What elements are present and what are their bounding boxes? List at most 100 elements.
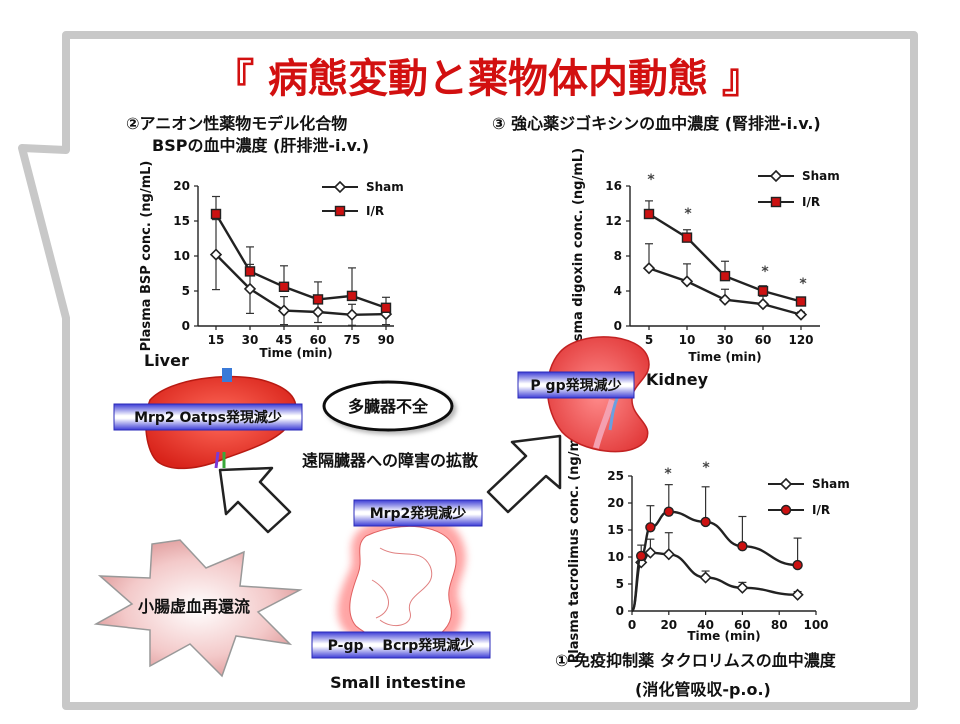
kidney-label: Kidney [646,370,709,389]
intestine-illustration [337,514,466,651]
x-axis-label: Time (min) [687,629,760,643]
y-tick-label: 16 [605,179,622,193]
y-tick-label: 20 [607,496,624,510]
x-axis-label: Time (min) [259,346,332,360]
significance-star: * [664,466,672,482]
intestine-bottom-transporter-band: P-gp 、Bcrp発現減少 [311,631,491,659]
x-tick-label: 60 [310,333,327,347]
spread-text: 遠隔臓器への障害の拡散 [302,451,479,470]
series-line-ir [214,213,387,309]
x-tick-label: 100 [803,618,828,632]
x-tick-label: 40 [697,618,714,632]
data-point [642,262,656,275]
y-tick-label: 12 [605,214,622,228]
y-tick-label: 25 [607,469,624,483]
data-point [719,270,731,282]
legend-label: I/R [366,204,384,218]
intestine-label: Small intestine [330,673,466,692]
legend-marker [779,477,793,491]
data-point [645,522,656,533]
ischemia-text: 小腸虚血再還流 [138,597,250,616]
data-point [736,581,749,594]
page-title: 『 病態変動と薬物体内動態 』 [214,56,762,102]
x-tick-label: 20 [660,618,677,632]
legend-label: Sham [812,477,850,491]
data-point [277,304,291,317]
x-tick-label: 5 [645,333,653,347]
ischemia-burst [93,539,303,678]
x-tick-label: 45 [276,333,293,347]
data-point [757,285,769,297]
tacrolimus-chart: 0 5 10 15 20 25 0 20 40 60 80 100 Time (min) Plasma t… [567,424,850,663]
data-point [681,232,693,243]
data-point [795,296,807,307]
data-point [643,208,655,220]
data-point [663,506,674,517]
data-point [345,308,359,321]
panel2-heading-line2: BSPの血中濃度 (肝排泄-i.v.) [152,136,369,155]
multi-organ-failure-badge [322,380,454,432]
x-tick-label: 75 [344,333,361,347]
kidney-transporter-band: P gp発現減少 [517,371,635,399]
significance-star: * [799,276,807,292]
x-tick-label: 120 [788,333,813,347]
y-tick-label: 5 [616,577,624,591]
y-tick-label: 8 [614,249,622,263]
bsp-chart: 0 5 10 15 20 15 30 45 60 75 90 Time (min) Plasma BSP… [139,161,404,360]
data-point [792,559,803,571]
y-tick-label: 0 [182,319,190,333]
multi-organ-failure-text: 多臓器不全 [348,397,429,416]
y-axis-label: Plasma BSP conc. (ng/mL) [139,161,154,352]
y-tick-label: 10 [607,550,624,564]
y-tick-label: 4 [614,284,622,298]
x-tick-label: 30 [242,333,259,347]
data-point [380,302,392,313]
x-axis-label: Time (min) [688,350,761,364]
x-tick-label: 0 [628,618,636,632]
x-tick-label: 30 [717,333,734,347]
liver-transporter-text: Mrp2 Oatps発現減少 [134,409,282,426]
y-axis-label: Plasma tacrolimus conc. (ng/mL) [567,424,582,663]
data-point [209,248,223,261]
data-point [756,297,770,311]
kidney-transporter-text: P gp発現減少 [530,377,621,394]
panel3-heading: ③ 強心薬ジゴキシンの血中濃度 (腎排泄-i.v.) [492,114,821,133]
significance-star: * [684,206,692,222]
data-point [311,305,325,319]
x-tick-label: 80 [771,618,788,632]
y-tick-label: 15 [173,214,190,228]
x-tick-label: 15 [208,333,225,347]
liver-label: Liver [144,351,189,370]
speech-bubble-frame [18,31,918,710]
significance-star: * [647,172,655,188]
x-tick-label: 60 [734,618,751,632]
y-tick-label: 5 [182,284,190,298]
data-point [699,571,712,584]
intestine-bottom-transporter-text: P-gp 、Bcrp発現減少 [328,637,475,654]
significance-star: * [702,460,710,476]
legend-label: I/R [812,503,830,517]
data-point [662,548,675,561]
panel2-heading-line1: ②アニオン性薬物モデル化合物 [126,114,347,133]
data-point [346,290,358,302]
x-tick-label: 60 [755,333,772,347]
data-point [680,275,694,288]
legend-label: Sham [366,180,404,194]
data-point [312,294,324,305]
data-point [700,516,711,528]
panel1-heading-line1: ① 免疫抑制薬 タクロリムスの血中濃度 [555,651,837,670]
x-tick-label: 10 [679,333,696,347]
legend-marker [334,205,346,217]
y-axis-label: Plasma digoxin conc. (ng/mL) [571,148,586,364]
legend-marker [770,196,782,208]
data-point [791,588,804,601]
panel1-heading-line2: (消化管吸収-p.o.) [635,680,771,699]
data-point [210,208,222,220]
arrow-to-liver [218,466,292,534]
y-tick-label: 0 [614,319,622,333]
legend-marker [769,169,783,183]
data-point [636,550,647,562]
y-tick-label: 10 [173,249,190,263]
y-tick-label: 0 [616,604,624,618]
